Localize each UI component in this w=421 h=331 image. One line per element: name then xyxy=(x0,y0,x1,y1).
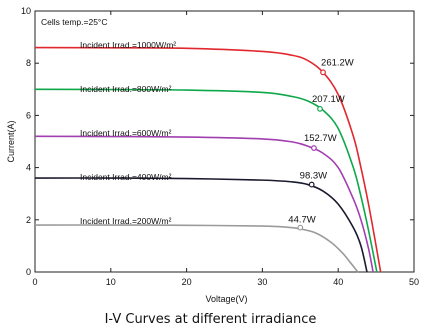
mpp-marker-2 xyxy=(317,105,323,112)
y-tick-label: 4 xyxy=(26,163,31,173)
y-axis-label: Current(A) xyxy=(6,120,16,162)
plot-frame xyxy=(34,10,415,273)
x-tick-label: 40 xyxy=(333,277,343,287)
x-tick-label: 50 xyxy=(409,277,419,287)
iv-curve-4 xyxy=(34,177,368,273)
y-tick-label: 6 xyxy=(26,110,31,120)
iv-chart: 0 10 20 30 40 50 0 2 4 6 8 10 Voltage(V) Current(A) Ce… xyxy=(6,6,419,304)
iv-curve-5 xyxy=(34,224,359,273)
iv-curve-2 xyxy=(34,88,378,273)
iv-curve-1 xyxy=(34,46,382,273)
iv-curve-3 xyxy=(34,135,374,273)
irradiance-label-5: Incident Irrad.=200W/m² xyxy=(80,216,172,226)
cells-temp-annotation: Cells temp.=25°C xyxy=(41,17,107,27)
y-tick-label: 2 xyxy=(26,215,31,225)
mpp-marker-1 xyxy=(320,69,326,76)
x-tick-label: 30 xyxy=(257,277,267,287)
irradiance-label-4: Incident Irrad.=400W/m² xyxy=(80,172,172,182)
x-tick-label: 20 xyxy=(182,277,192,287)
mpp-power-label-1: 261.2W xyxy=(321,57,354,68)
figure-caption: I-V Curves at different irradiance xyxy=(104,312,317,327)
mpp-marker-4 xyxy=(308,181,315,188)
mpp-power-label-5: 44.7W xyxy=(288,215,315,226)
mpp-power-label-4: 98.3W xyxy=(300,171,327,182)
x-axis-label: Voltage(V) xyxy=(205,294,247,304)
y-tick-label: 10 xyxy=(21,6,31,16)
irradiance-label-1: Incident Irrad.=1000W/m² xyxy=(80,40,176,50)
x-tick-label: 10 xyxy=(106,277,116,287)
y-tick-label: 0 xyxy=(26,267,31,277)
mpp-marker-3 xyxy=(311,145,317,151)
y-tick-label: 8 xyxy=(26,58,31,68)
irradiance-label-2: Incident Irrad.=800W/m² xyxy=(80,84,172,94)
mpp-power-label-3: 152.7W xyxy=(304,133,337,144)
x-tick-label: 0 xyxy=(32,277,37,287)
mpp-marker-5 xyxy=(297,224,304,231)
mpp-power-label-2: 207.1W xyxy=(312,94,345,105)
irradiance-label-3: Incident Irrad.=600W/m² xyxy=(80,128,172,138)
